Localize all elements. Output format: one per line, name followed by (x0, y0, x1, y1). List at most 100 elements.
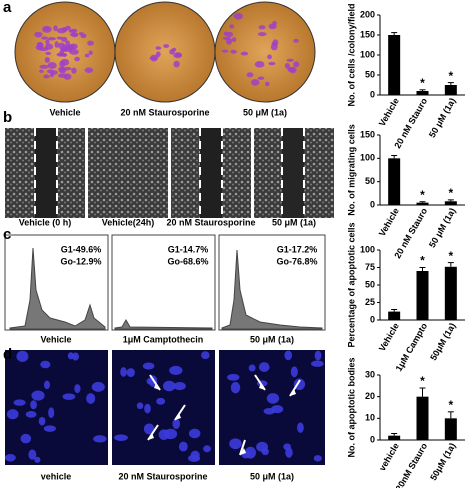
caption: Vehicle (0 h) (19, 217, 72, 227)
bar (388, 158, 401, 205)
cell (233, 12, 243, 20)
nucleus (72, 352, 80, 361)
nucleus (6, 409, 19, 420)
cell (39, 64, 49, 69)
cell (250, 79, 260, 86)
nucleus (227, 373, 240, 381)
fluorescence-image (112, 350, 215, 465)
cell (257, 76, 265, 80)
nucleus (201, 351, 210, 360)
arrow-head (290, 389, 296, 396)
bar (388, 435, 401, 440)
x-tick-label: Vehicle (377, 206, 401, 238)
nucleus (297, 422, 304, 433)
arrow-head (259, 383, 265, 390)
nucleus (74, 384, 81, 394)
cell (286, 58, 294, 62)
histogram (114, 318, 213, 330)
histogram (9, 247, 106, 330)
caption: 20 nM Staurosporine (120, 107, 209, 117)
cell (229, 24, 234, 29)
scratch-gap (35, 128, 57, 218)
bar (444, 266, 457, 320)
nucleus (48, 407, 55, 419)
nucleus (271, 405, 284, 414)
significance: * (448, 69, 453, 83)
nucleus (25, 411, 37, 418)
x-tick-label: 50 μM (1a) (427, 206, 458, 249)
cell (155, 46, 162, 50)
nucleus (143, 423, 155, 435)
nucleus (284, 350, 293, 361)
panel-a-images (14, 1, 316, 103)
caption: 20 nM Staurosporine (166, 217, 255, 227)
cell (47, 62, 57, 69)
cell (36, 41, 44, 49)
cell (155, 51, 161, 58)
bar (444, 201, 457, 205)
histogram (221, 249, 323, 330)
significance: * (420, 188, 425, 202)
cell (254, 61, 265, 68)
x-tick-label: vehicle (377, 441, 401, 472)
y-tick-label: 0 (370, 314, 375, 324)
cell (270, 43, 278, 51)
panel-b-images (5, 128, 334, 218)
nucleus (190, 450, 200, 460)
y-tick-label: 100 (360, 49, 375, 59)
nucleus (162, 380, 176, 392)
y-tick-label: 50 (365, 176, 375, 186)
nucleus (126, 368, 135, 378)
annotation: Go-12.9% (60, 256, 101, 266)
annotation: Go-76.8% (276, 256, 317, 266)
cell (240, 51, 249, 56)
cell (264, 81, 270, 87)
x-tick-label: Vehicle (377, 96, 401, 128)
panel-c-images (4, 234, 326, 331)
cell (34, 31, 43, 38)
cell (44, 56, 50, 63)
panel-label: c (3, 226, 11, 243)
caption: Vehicle (40, 334, 71, 344)
cell (60, 46, 70, 53)
cell (69, 43, 78, 50)
x-tick-label: 50 μM (1a) (427, 96, 458, 139)
cell (45, 51, 52, 55)
cell (88, 50, 93, 56)
nucleus (290, 366, 298, 378)
x-tick-label: 50μM (1a) (428, 441, 457, 482)
caption: vehicle (41, 471, 72, 481)
x-tick-label: Vehicle (377, 321, 401, 353)
cell (84, 53, 90, 58)
bar (388, 35, 401, 95)
cell (56, 36, 63, 40)
annotation: G1-14.7% (168, 244, 209, 254)
y-axis-label: No. of migrating cells (346, 124, 356, 216)
significance: * (448, 398, 453, 412)
nucleus (16, 350, 29, 362)
cell (44, 27, 49, 31)
nucleus (31, 390, 45, 401)
cell (71, 67, 77, 74)
cell (50, 70, 58, 75)
significance: * (420, 254, 425, 268)
nucleus (13, 399, 26, 406)
annotation: G1-17.2% (277, 244, 318, 254)
caption: 50 μM (1a) (272, 217, 316, 227)
nucleus (311, 360, 324, 367)
x-tick-label: 50μM (1a) (428, 321, 457, 362)
cell (57, 52, 68, 57)
nucleus (114, 434, 128, 442)
cell (80, 33, 87, 39)
nucleus (314, 350, 322, 361)
cell (230, 49, 237, 54)
bar (388, 311, 401, 320)
nucleus (34, 456, 41, 463)
nucleus (203, 445, 211, 453)
dish (114, 1, 216, 103)
caption: Vehicle (49, 107, 80, 117)
panel-label: b (3, 109, 12, 126)
nucleus (244, 446, 256, 459)
nucleus (91, 381, 105, 392)
arrow-head (148, 433, 154, 440)
